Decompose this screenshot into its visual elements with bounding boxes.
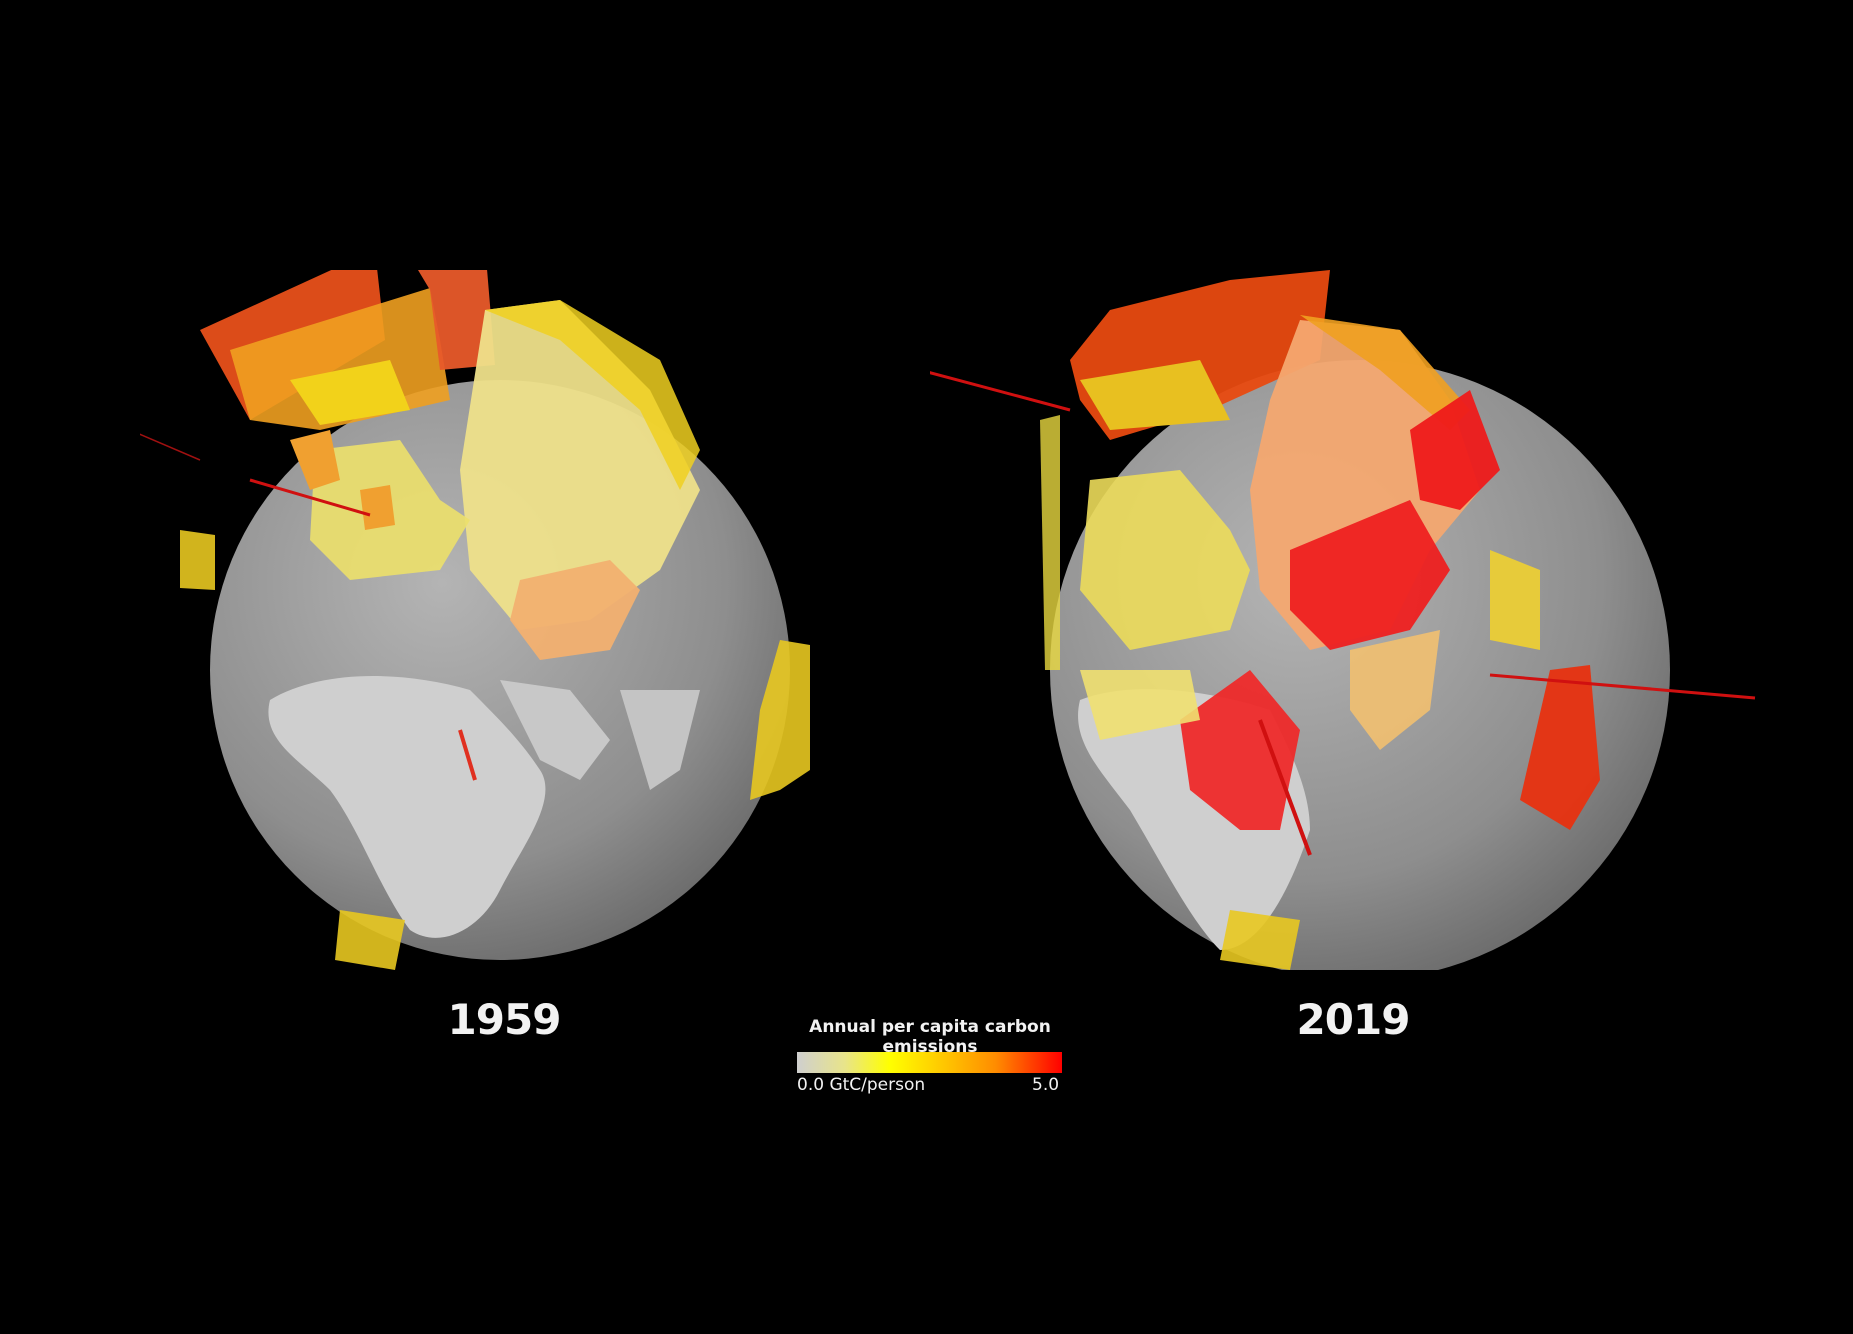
legend-color-bar	[797, 1052, 1062, 1073]
bar-north-africa	[1080, 670, 1200, 740]
spike-gulf	[1258, 719, 1312, 856]
bar-russia-rim	[1300, 315, 1470, 430]
bar-middle-east	[1180, 670, 1300, 830]
spike-gulf	[458, 729, 477, 781]
year-label-1959: 1959	[447, 995, 562, 1044]
spike-east	[1489, 673, 1756, 700]
land-arabia	[500, 680, 610, 780]
legend-max-label: 5.0	[1032, 1075, 1060, 1095]
bar-south-africa	[1220, 910, 1300, 970]
color-legend: Annual per capita carbon emissions 0.0 G…	[760, 1017, 1100, 1095]
bar-west-small	[180, 530, 215, 590]
bar-japan-korea	[1520, 665, 1600, 830]
spike-west-far	[140, 433, 201, 461]
bar-greenland	[1080, 360, 1230, 430]
legend-min-label: 0.0 GtC/person	[797, 1075, 926, 1095]
year-label-2019: 2019	[1296, 995, 1411, 1044]
bar-se-asia	[1490, 550, 1540, 650]
globe-1959	[140, 270, 810, 970]
bar-south-africa	[335, 910, 405, 970]
spike-west	[930, 371, 1071, 412]
bar-usa-top	[418, 270, 495, 370]
bar-east-asia	[750, 640, 810, 800]
spike-west	[249, 478, 371, 517]
land-africa	[268, 676, 546, 938]
bar-east-asia	[1410, 390, 1500, 510]
bar-europe	[1080, 470, 1250, 650]
bar-uk	[290, 430, 340, 490]
bar-greenland	[290, 360, 410, 425]
bar-india	[1350, 630, 1440, 750]
bar-kazakhstan	[510, 560, 640, 660]
bar-russia-rim	[485, 300, 700, 490]
bar-west-edge	[1040, 415, 1060, 670]
legend-title: Annual per capita carbon emissions	[809, 1017, 1051, 1057]
globe-2019	[930, 270, 1756, 970]
bar-germany	[360, 485, 395, 530]
bar-china	[1290, 500, 1450, 650]
land-india	[620, 690, 700, 790]
